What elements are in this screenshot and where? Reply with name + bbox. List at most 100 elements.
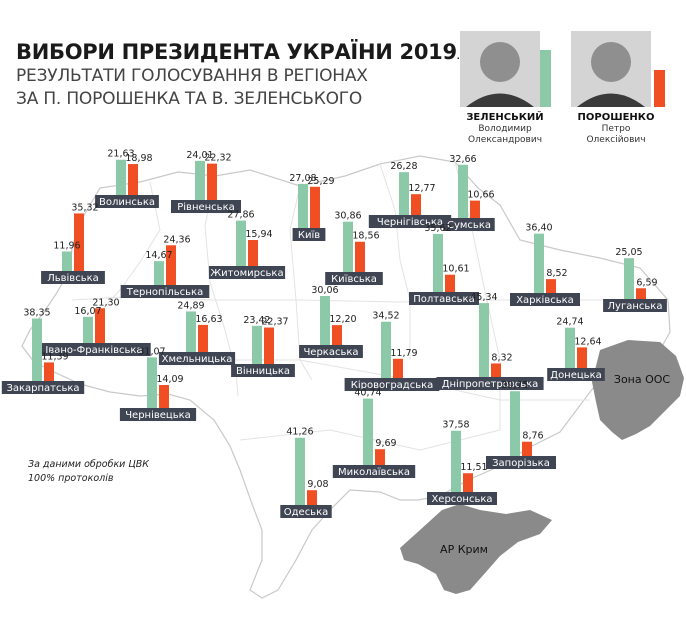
- value-label-zelensky: 24,89: [177, 300, 204, 311]
- bar-zelensky: [83, 316, 93, 343]
- region-label-bg: [171, 200, 241, 213]
- value-label-zelensky: 27,86: [227, 210, 254, 221]
- bar-zelensky: [295, 437, 305, 505]
- region-name-label: Сумська: [447, 220, 491, 231]
- region-name-label: Київська: [331, 274, 377, 285]
- region-19: 38,35 11,39 Закарпатська: [1, 307, 85, 394]
- value-label-zelensky: 24,74: [556, 317, 583, 328]
- region-3: 26,28 12,77 Чернігівська: [368, 161, 452, 228]
- region-label-bg: [208, 266, 286, 279]
- bar-zelensky: [236, 220, 246, 266]
- region-label-bg: [332, 465, 416, 478]
- bar-poroshenko: [128, 164, 138, 195]
- region-label-bg: [344, 378, 440, 391]
- region-20: 31,07 14,09 Чернівецька: [119, 346, 197, 421]
- region-name-label: Львівська: [47, 272, 99, 284]
- legend-firstname-poroshenko: Петро: [601, 124, 631, 134]
- region-name-label: Рівненська: [177, 201, 235, 213]
- bar-poroshenko: [445, 274, 455, 292]
- region-label-bg: [119, 408, 197, 421]
- region-name-label: Кіровоградська: [351, 379, 434, 391]
- region-label-bg: [325, 272, 383, 285]
- value-label-zelensky: 27,08: [289, 173, 316, 184]
- region-label-bg: [486, 456, 556, 469]
- bar-poroshenko: [264, 327, 274, 364]
- region-name-label: Житомирська: [210, 268, 283, 279]
- value-label-zelensky: 16,07: [74, 306, 101, 317]
- legend-name-zelensky: ЗЕЛЕНСЬКИЙ: [466, 112, 544, 123]
- bar-poroshenko: [307, 490, 317, 505]
- bar-zelensky: [433, 233, 443, 292]
- value-label-zelensky: 38,35: [23, 307, 50, 318]
- region-13: 24,89 16,63 Хмельницька: [158, 300, 236, 365]
- region-label-bg: [41, 271, 105, 284]
- region-name-label: Хмельницька: [162, 354, 233, 365]
- region-11: 25,05 6,59 Луганська: [603, 247, 667, 312]
- bar-zelensky: [363, 398, 373, 465]
- value-label-zelensky: 23,42: [243, 315, 270, 326]
- value-label-zelensky: 35,62: [424, 223, 451, 234]
- bar-poroshenko: [393, 358, 403, 378]
- footnote-line-2: 100% протоколів: [28, 473, 114, 484]
- legend-name-poroshenko: ПОРОШЕНКО: [577, 112, 655, 123]
- region-label-bg: [427, 492, 497, 505]
- value-label-poroshenko: 22,37: [261, 317, 288, 328]
- value-label-zelensky: 40,74: [354, 388, 381, 399]
- region-label-bg: [510, 293, 580, 306]
- value-label-poroshenko: 24,36: [163, 234, 190, 245]
- legend-firstname-zelensky: Володимир: [478, 124, 532, 134]
- bar-poroshenko: [355, 241, 365, 272]
- bar-poroshenko: [491, 363, 501, 377]
- region-name-label: Закарпатська: [6, 383, 79, 394]
- value-label-zelensky: 24,01: [186, 150, 213, 161]
- region-name-label: Київ: [298, 230, 320, 241]
- value-label-zelensky: 32,66: [449, 154, 476, 165]
- legend-shoulders-zelensky: [466, 93, 534, 107]
- region-label-bg: [95, 195, 159, 208]
- value-label-poroshenko: 8,32: [491, 352, 512, 363]
- value-label-zelensky: 41,26: [286, 427, 313, 438]
- value-label-poroshenko: 6,59: [636, 277, 657, 288]
- bar-poroshenko: [332, 325, 342, 345]
- region-7: 27,86 15,94 Житомирська: [208, 210, 286, 279]
- region-4: 32,66 10,66 Сумська: [443, 154, 495, 231]
- bar-poroshenko: [166, 245, 176, 285]
- value-label-poroshenko: 16,63: [195, 314, 222, 325]
- region-6: 14,67 24,36 Тернопільська: [120, 234, 210, 298]
- legend-patronymic-zelensky: Олександрович: [467, 135, 543, 145]
- value-label-poroshenko: 8,76: [522, 431, 543, 442]
- region-label-bg: [603, 299, 667, 312]
- region-15: 30,06 12,20 Черкаська: [299, 285, 363, 358]
- region-name-label: Донецька: [550, 370, 602, 381]
- bar-zelensky: [451, 430, 461, 492]
- bar-zelensky: [624, 258, 634, 299]
- region-label-bg: [280, 505, 332, 518]
- region-label-bg: [120, 285, 210, 298]
- bar-zelensky: [320, 296, 330, 345]
- region-name-label: Волинська: [99, 197, 155, 208]
- region-21: 40,74 9,69 Миколаївська: [332, 388, 416, 478]
- bar-zelensky: [479, 303, 489, 377]
- region-name-label: Полтавська: [413, 294, 474, 305]
- region-5: 11,96 35,32 Львівська: [41, 202, 105, 284]
- region-22: 39,75 8,76 Запорізька: [486, 380, 556, 469]
- bar-poroshenko: [577, 347, 587, 368]
- value-label-poroshenko: 9,08: [307, 479, 328, 490]
- bar-zelensky: [565, 327, 575, 368]
- bar-zelensky: [252, 325, 262, 364]
- region-label-bg: [37, 343, 151, 356]
- bar-poroshenko: [310, 186, 320, 228]
- value-label-poroshenko: 12,20: [329, 314, 356, 325]
- region-name-label: Черкаська: [303, 347, 358, 358]
- region-label-bg: [231, 364, 295, 377]
- bar-zelensky: [399, 172, 409, 215]
- region-label-bg: [1, 381, 85, 394]
- value-label-zelensky: 45,34: [470, 292, 497, 303]
- value-label-poroshenko: 35,32: [71, 202, 98, 213]
- region-name-label: Запорізька: [492, 457, 550, 469]
- value-label-poroshenko: 22,32: [204, 153, 231, 164]
- bar-poroshenko: [546, 279, 556, 293]
